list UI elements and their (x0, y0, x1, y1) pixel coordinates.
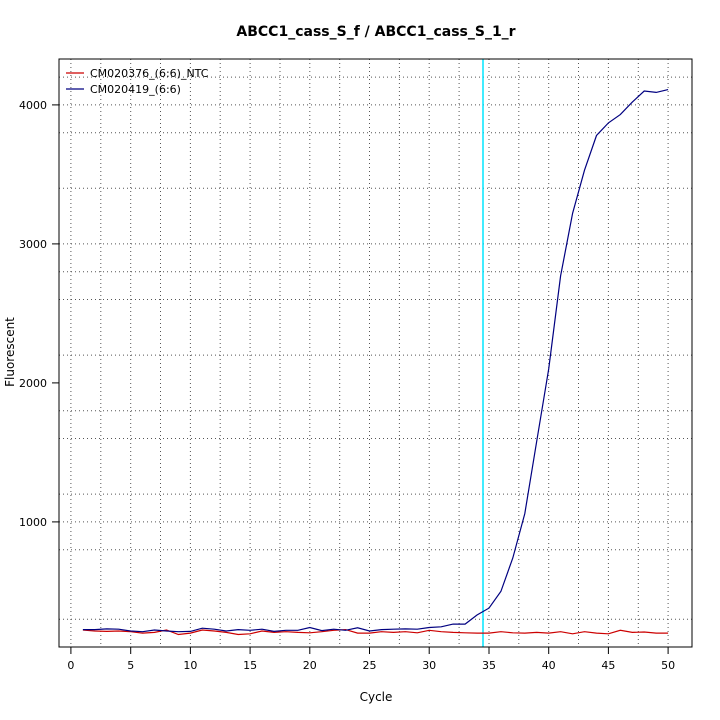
axes: 0 5 10 15 20 25 30 35 40 45 50 1000 2000 3000 4000 (19, 99, 675, 672)
legend: CM020376_(6:6)_NTC CM020419_(6:6) (66, 67, 209, 96)
x-tick-label: 20 (303, 659, 317, 672)
y-tick-label: 1000 (19, 516, 47, 529)
y-tick-label: 2000 (19, 377, 47, 390)
plot-frame (58, 58, 693, 648)
series-line-2 (82, 89, 669, 633)
x-tick-label: 0 (67, 659, 74, 672)
x-tick-label: 40 (542, 659, 556, 672)
y-tick-label: 4000 (19, 99, 47, 112)
x-tick-label: 10 (183, 659, 197, 672)
x-tick-label: 35 (482, 659, 496, 672)
x-tick-label: 15 (243, 659, 257, 672)
legend-label-1: CM020376_(6:6)_NTC (90, 67, 209, 80)
grid-lines (59, 59, 692, 647)
x-tick-label: 30 (422, 659, 436, 672)
x-tick-label: 25 (363, 659, 377, 672)
x-tick-label: 5 (127, 659, 134, 672)
x-tick-label: 45 (601, 659, 615, 672)
y-tick-label: 3000 (19, 238, 47, 251)
series-layer (82, 89, 669, 636)
series-line-1 (82, 628, 669, 636)
y-axis-label: Fluorescent (3, 317, 17, 387)
legend-label-2: CM020419_(6:6) (90, 83, 181, 96)
chart-title: ABCC1_cass_S_f / ABCC1_cass_S_1_r (236, 24, 515, 40)
x-tick-label: 50 (661, 659, 675, 672)
x-axis-label: Cycle (360, 690, 393, 704)
